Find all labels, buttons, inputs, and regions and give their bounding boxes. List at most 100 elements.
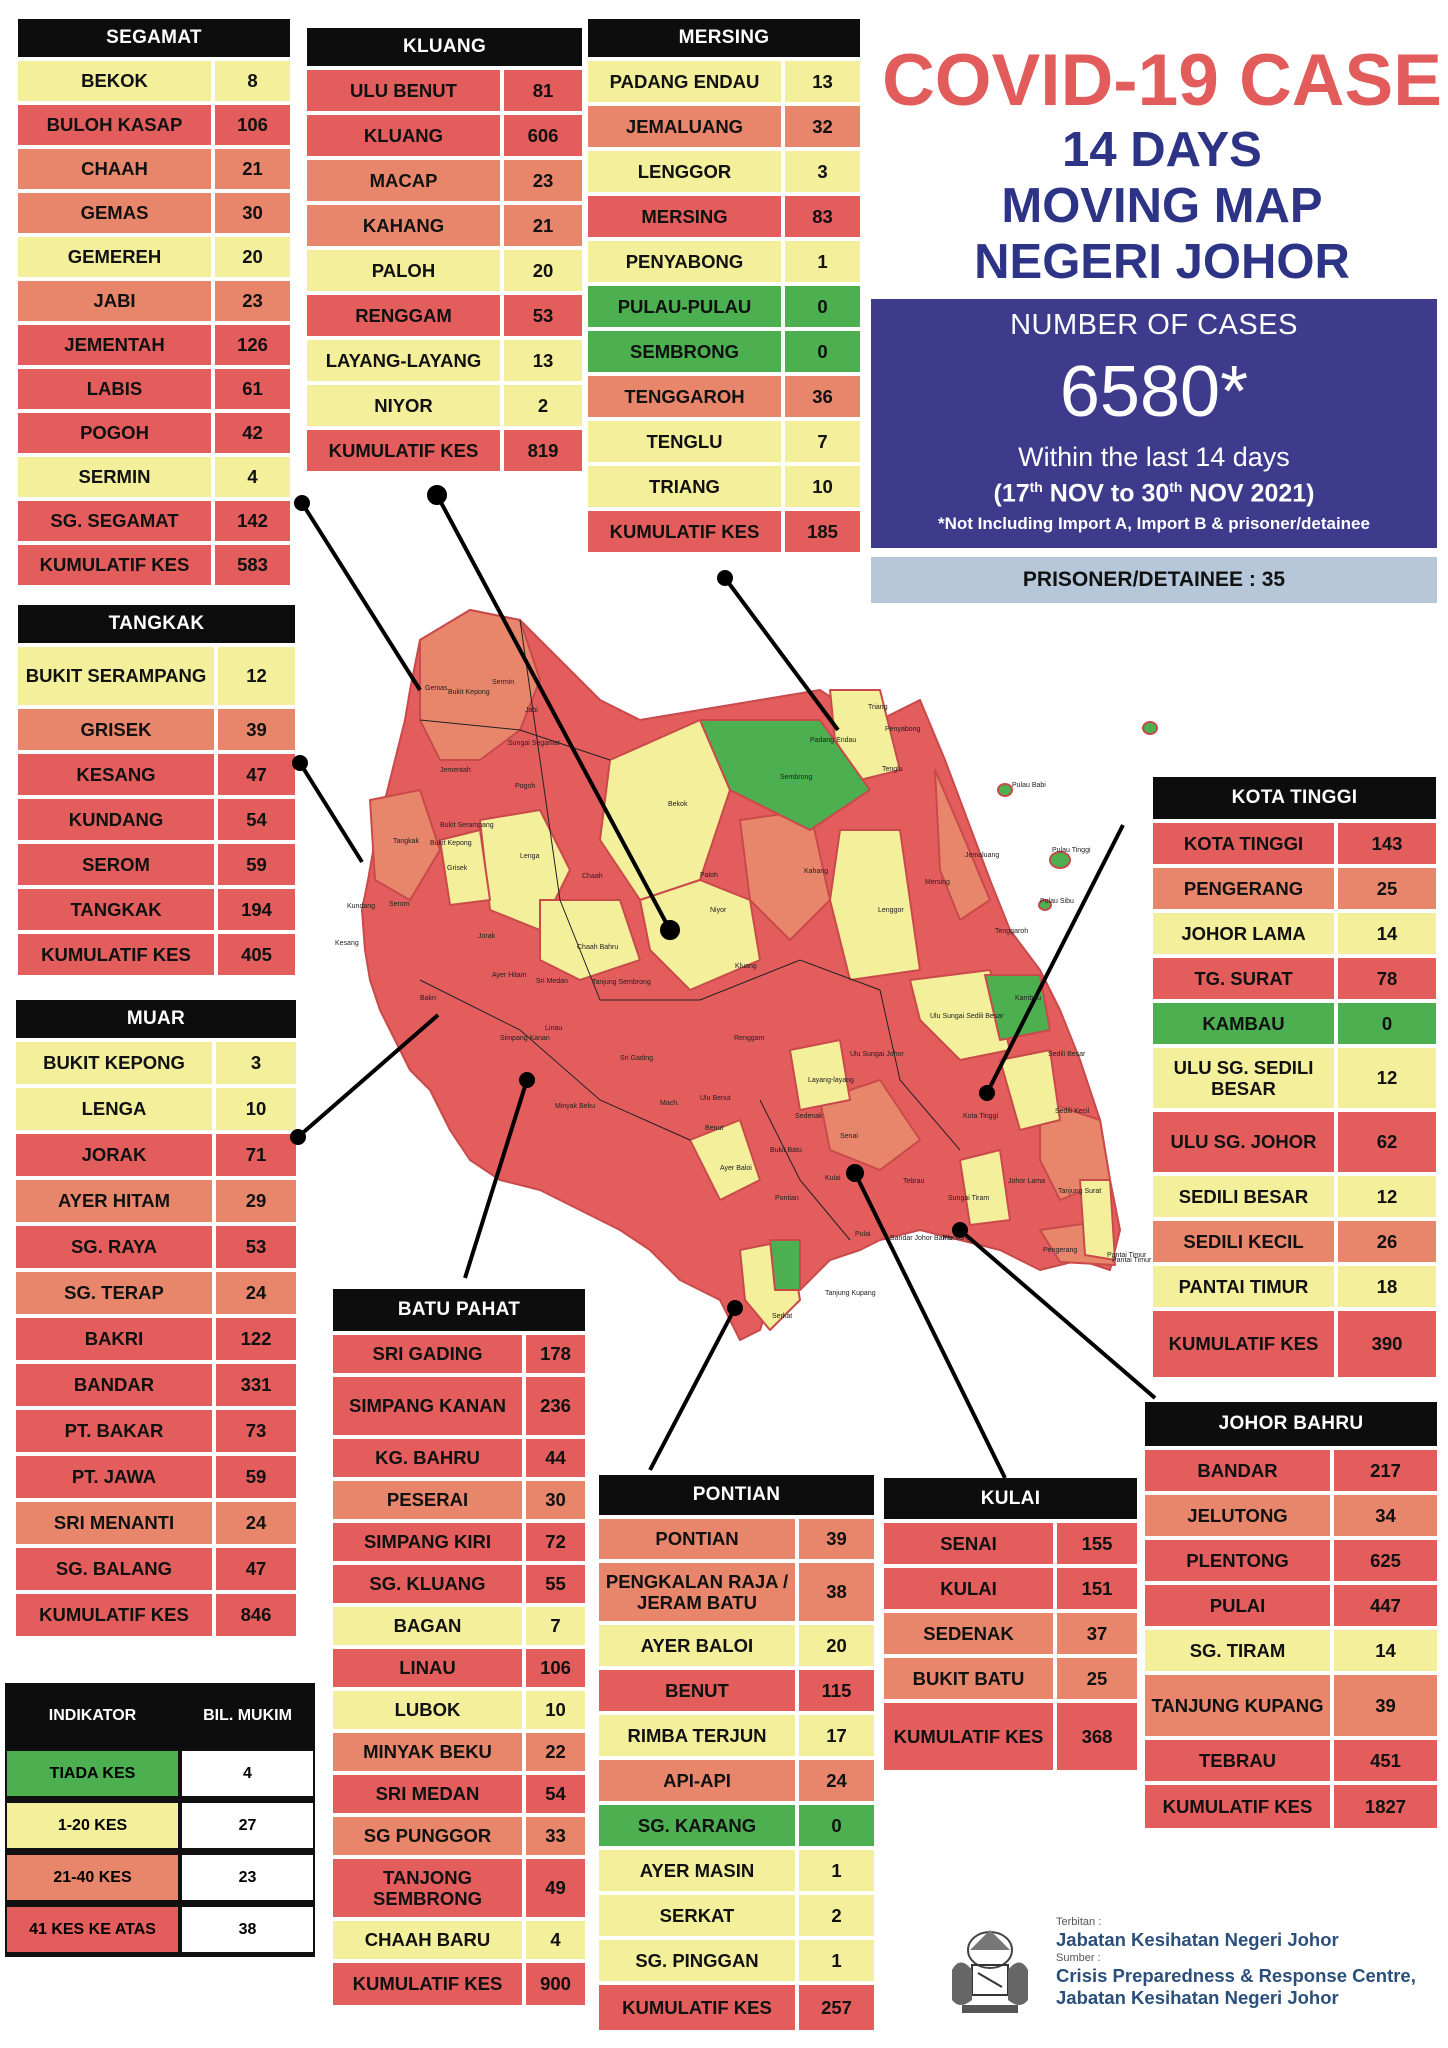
region-bekok-yellow bbox=[599, 719, 731, 901]
mukim-row: SG. RAYA 53 bbox=[16, 1222, 296, 1268]
mukim-row: JELUTONG 34 bbox=[1145, 1491, 1437, 1536]
mukim-cases: 59 bbox=[214, 844, 295, 885]
leader-tangkak bbox=[298, 761, 364, 864]
district-header: TANGKAK bbox=[18, 605, 295, 643]
district-total-label: KUMULATIF KES bbox=[588, 511, 781, 552]
mukim-cases: 26 bbox=[1334, 1221, 1436, 1262]
mukim-row: PENGERANG 25 bbox=[1153, 864, 1436, 909]
map-place-label: Sermin bbox=[492, 679, 514, 686]
district-header: KOTA TINGGI bbox=[1153, 777, 1436, 819]
mukim-cases: 23 bbox=[211, 281, 290, 321]
map-place-label: Pulai bbox=[855, 1231, 871, 1238]
mukim-name: PANTAI TIMUR bbox=[1153, 1266, 1334, 1307]
mukim-cases: 2 bbox=[795, 1895, 874, 1936]
footer: Terbitan : Jabatan Kesihatan Negeri Joho… bbox=[940, 1915, 1440, 2040]
leader-batu-pahat bbox=[463, 1079, 529, 1279]
mukim-name: SEROM bbox=[18, 844, 214, 885]
mukim-row: API-API 24 bbox=[599, 1756, 874, 1801]
map-place-label: Pulau Babi bbox=[1012, 782, 1046, 789]
district-total-value: 1827 bbox=[1330, 1785, 1437, 1828]
mukim-cases: 53 bbox=[212, 1226, 296, 1268]
legend-count: 27 bbox=[180, 1801, 315, 1850]
map-place-label: Tenglu bbox=[882, 766, 903, 773]
mukim-name: SEMBRONG bbox=[588, 331, 781, 372]
leader-kluang-end bbox=[660, 920, 680, 940]
region-tangkak-salmon bbox=[369, 789, 441, 901]
cases-label: NUMBER OF CASES bbox=[1010, 309, 1298, 341]
leader-kota-tinggi-dot bbox=[979, 1085, 995, 1101]
leader-segamat-dot bbox=[294, 495, 310, 511]
mukim-name: JEMALUANG bbox=[588, 106, 781, 147]
mukim-name: GEMEREH bbox=[18, 237, 211, 277]
mukim-name: SERKAT bbox=[599, 1895, 795, 1936]
district-table-kluang: KLUANG ULU BENUT 81 KLUANG 606 MACAP 23 KAHANG 2… bbox=[307, 28, 582, 471]
mukim-row: SRI GADING 178 bbox=[333, 1331, 585, 1373]
district-total-label: KUMULATIF KES bbox=[307, 430, 500, 471]
mukim-cases: 0 bbox=[1334, 1003, 1436, 1044]
map-place-label: Pantai Timur bbox=[1112, 1257, 1152, 1264]
mukim-name: BAKRI bbox=[16, 1318, 212, 1360]
map-place-label: Johor Lama bbox=[1008, 1178, 1045, 1185]
mukim-row: JEMALUANG 32 bbox=[588, 102, 860, 147]
map-place-label: Bukit Batu bbox=[770, 1147, 802, 1154]
map-place-label: Sembrong bbox=[780, 774, 812, 781]
mukim-name: GEMAS bbox=[18, 193, 211, 233]
map-landmass bbox=[361, 609, 1121, 1341]
mukim-cases: 34 bbox=[1330, 1495, 1437, 1536]
mukim-name: BUKIT KEPONG bbox=[16, 1042, 212, 1084]
mukim-name: SG. PINGGAN bbox=[599, 1940, 795, 1981]
mukim-name: GRISEK bbox=[18, 709, 214, 750]
mukim-cases: 30 bbox=[522, 1481, 585, 1519]
mukim-row: POGOH 42 bbox=[18, 409, 290, 453]
mukim-cases: 12 bbox=[1334, 1048, 1436, 1108]
legend-count: 38 bbox=[180, 1905, 315, 1954]
mukim-row: PENGKALAN RAJA / JERAM BATU 38 bbox=[599, 1559, 874, 1621]
district-table-pontian: PONTIAN PONTIAN 39 PENGKALAN RAJA / JERAM B… bbox=[599, 1475, 874, 2030]
mukim-name: SG. RAYA bbox=[16, 1226, 212, 1268]
mukim-cases: 59 bbox=[212, 1456, 296, 1498]
mukim-name: CHAAH BARU bbox=[333, 1921, 522, 1959]
mukim-cases: 451 bbox=[1330, 1740, 1437, 1781]
mukim-cases: 625 bbox=[1330, 1540, 1437, 1581]
mukim-name: PLENTONG bbox=[1145, 1540, 1330, 1581]
mukim-cases: 10 bbox=[522, 1691, 585, 1729]
map-place-label: Grisek bbox=[447, 865, 468, 872]
leader-mersing bbox=[723, 576, 840, 732]
island-far-east bbox=[1142, 721, 1158, 735]
date-ordinal-2: th bbox=[1169, 479, 1183, 495]
district-header: MUAR bbox=[16, 1000, 296, 1038]
mukim-name: AYER BALOI bbox=[599, 1625, 795, 1666]
map-place-label: Kota Tinggi bbox=[963, 1113, 998, 1120]
legend-row: 21-40 KES 23 bbox=[5, 1853, 315, 1905]
cases-footnote: *Not Including Import A, Import B & pris… bbox=[938, 514, 1370, 534]
mukim-cases: 12 bbox=[1334, 1176, 1436, 1217]
mukim-cases: 1 bbox=[795, 1850, 874, 1891]
title-main: COVID-19 CASE bbox=[882, 40, 1442, 121]
district-header: BATU PAHAT bbox=[333, 1289, 585, 1331]
district-total-row: KUMULATIF KES 405 bbox=[18, 930, 295, 975]
mukim-row: MERSING 83 bbox=[588, 192, 860, 237]
mukim-name: MACAP bbox=[307, 160, 500, 201]
date-start-rest: NOV to 30 bbox=[1042, 479, 1170, 508]
mukim-cases: 71 bbox=[212, 1134, 296, 1176]
map-place-label: Minyak Beku bbox=[555, 1103, 595, 1110]
district-total-row: KUMULATIF KES 819 bbox=[307, 426, 582, 471]
mukim-row: PULAU-PULAU 0 bbox=[588, 282, 860, 327]
map-place-label: Sedili Besar bbox=[1048, 1051, 1086, 1058]
mukim-row: BUKIT KEPONG 3 bbox=[16, 1038, 296, 1084]
map-place-label: Simpang Kanan bbox=[500, 1035, 550, 1042]
mukim-name: TENGLU bbox=[588, 421, 781, 462]
district-total-label: KUMULATIF KES bbox=[333, 1963, 522, 2005]
mukim-name: PONTIAN bbox=[599, 1519, 795, 1559]
district-total-value: 257 bbox=[795, 1985, 874, 2030]
mukim-row: BEKOK 8 bbox=[18, 57, 290, 101]
mukim-row: SEDILI KECIL 26 bbox=[1153, 1217, 1436, 1262]
map-place-label: Tebrau bbox=[903, 1178, 925, 1185]
district-total-value: 819 bbox=[500, 430, 582, 471]
region-sg-karang-green bbox=[769, 1239, 801, 1291]
region-jb-salmon bbox=[1039, 1099, 1111, 1201]
mukim-name: PULAI bbox=[1145, 1585, 1330, 1626]
mukim-name: NIYOR bbox=[307, 385, 500, 426]
leader-pontian bbox=[648, 1307, 737, 1471]
map-place-label: Penyabong bbox=[885, 726, 921, 733]
